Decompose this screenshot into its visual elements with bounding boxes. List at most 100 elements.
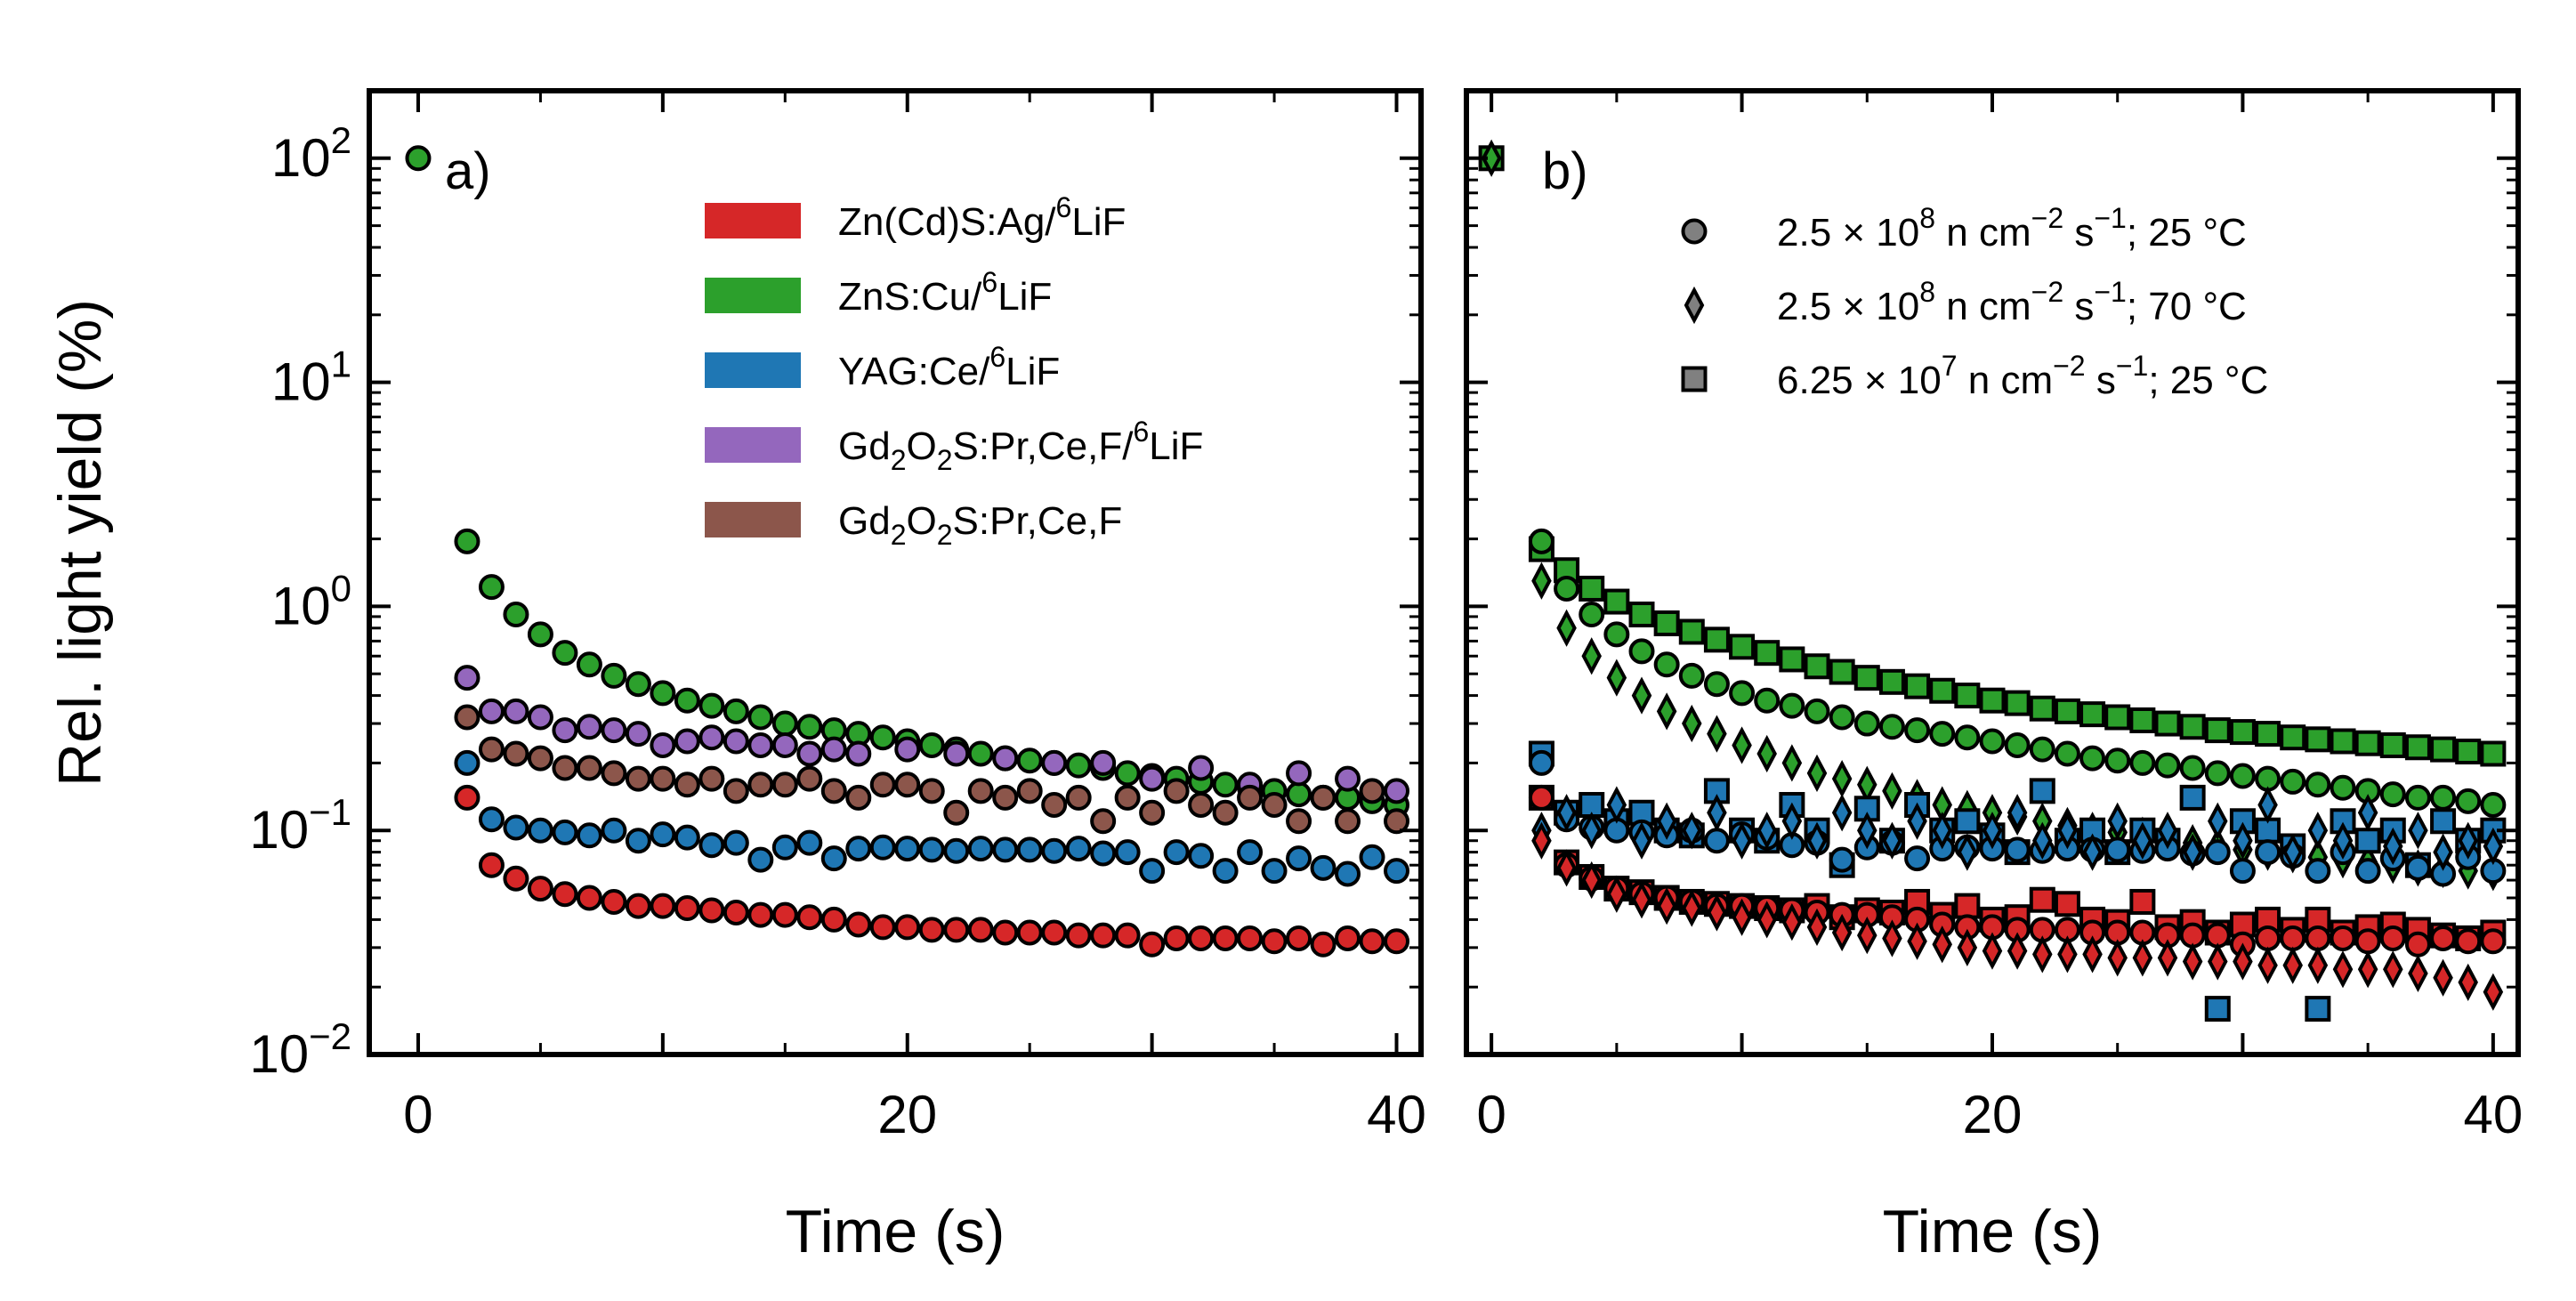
point-b-yag-ce-diamond (2032, 821, 2053, 860)
point-b-zns-cu-square (2430, 736, 2457, 763)
point-a-yag-ce-6lif (1163, 839, 1190, 866)
x-ticks-b (1490, 91, 2495, 1055)
point-a-zns-cu-6lif (747, 704, 774, 731)
point-a-gd2o2s-pr-ce-f (478, 736, 505, 763)
x-tick-label: 0 (403, 1085, 432, 1144)
point-a-zns-cu-6lif (967, 740, 994, 767)
point-a-zn-cd-s-ag-6lif (1212, 925, 1239, 951)
point-a-gd2o2s-pr-ce-f (845, 784, 872, 811)
point-b-zns-cu-diamond (1682, 704, 1702, 743)
point-b-zns-cu-square (1829, 659, 1855, 685)
point-b-zns-cu-circle (2455, 788, 2482, 814)
legend-b: 2.5 × 108 n cm−2 s−1; 25 °C 2.5 × 108 n c… (1681, 202, 2268, 402)
point-a-zn-cd-s-ag-6lif (820, 906, 847, 933)
point-b-yag-ce-diamond (2307, 812, 2329, 850)
point-a-yag-ce-6lif (650, 821, 676, 848)
point-b-yag-ce-diamond (2257, 786, 2278, 824)
point-b-zns-cu-square (2354, 730, 2381, 756)
point-a-gd2o2s-pr-ce-f-6lif (625, 721, 651, 747)
point-b-yag-ce-diamond (2057, 812, 2078, 850)
point-a-gd2o2s-pr-ce-f (1335, 808, 1361, 835)
point-b-zns-cu-square (1979, 687, 2006, 714)
x-tick-label: 0 (1476, 1085, 1506, 1144)
point-b-zn-cd-s-ag-square (1954, 893, 1981, 919)
point-a-zn-cd-s-ag-6lif (894, 914, 921, 941)
point-a-zn-cd-s-ag-6lif (1286, 925, 1312, 951)
point-b-yag-ce-diamond (2282, 833, 2303, 871)
point-b-zns-cu-diamond (1882, 772, 1902, 810)
point-b-zns-cu-circle (2004, 731, 2031, 758)
point-a-gd2o2s-pr-ce-f (1090, 808, 1117, 835)
point-b-zns-cu-square (2079, 701, 2106, 728)
point-b-yag-ce-diamond (2208, 802, 2228, 840)
point-b-yag-ce-square (2354, 828, 2381, 854)
point-a-zn-cd-s-ag-6lif (601, 888, 627, 915)
point-b-zns-cu-square (1954, 683, 1981, 709)
point-b-zn-cd-s-ag-diamond (1556, 849, 1577, 887)
point-a-yag-ce-6lif (552, 819, 578, 845)
point-b-zns-cu-circle (1853, 710, 1880, 737)
point-a-gd2o2s-pr-ce-f (1384, 808, 1410, 835)
point-b-yag-ce-circle (2354, 858, 2381, 885)
point-b-zns-cu-square (1703, 626, 1730, 653)
point-b-yag-ce-diamond (1631, 821, 1652, 860)
point-b-yag-ce-diamond (2233, 821, 2253, 860)
point-b-zn-cd-s-ag-circle (2404, 931, 2431, 958)
point-a-gd2o2s-pr-ce-f-6lif (771, 731, 798, 758)
point-b-yag-ce-diamond (2157, 812, 2178, 850)
point-b-zns-cu-diamond (1756, 734, 1777, 773)
point-a-zns-cu-6lif (576, 651, 602, 678)
point-a-gd2o2s-pr-ce-f-6lif (576, 714, 602, 740)
point-a-gd2o2s-pr-ce-f (771, 772, 798, 798)
legend-label: 2.5 × 108 n cm−2 s−1; 70 °C (1777, 276, 2247, 328)
point-a-zns-cu-6lif (1065, 752, 1092, 779)
point-b-zn-cd-s-ag-diamond (1707, 893, 1727, 932)
point-a-gd2o2s-pr-ce-f-6lif (1139, 765, 1166, 792)
point-a-yag-ce-6lif (943, 837, 970, 864)
point-a-gd2o2s-pr-ce-f-6lif (699, 724, 725, 751)
point-b-zn-cd-s-ag-diamond (1656, 886, 1677, 925)
x-tick-label: 40 (1367, 1085, 1426, 1144)
panel-label-b: b) (1542, 142, 1588, 200)
point-b-zns-cu-square (1678, 618, 1705, 645)
point-a-zn-cd-s-ag-6lif (503, 865, 529, 892)
point-b-yag-ce-circle (2229, 858, 2256, 885)
point-b-zns-cu-circle (1703, 671, 1730, 698)
point-a-gd2o2s-pr-ce-f (1286, 808, 1312, 835)
point-a-gd2o2s-pr-ce-f (1114, 784, 1141, 811)
point-a-zns-cu-6lif (552, 640, 578, 667)
point-b-zn-cd-s-ag-circle (2354, 928, 2381, 955)
point-b-zns-cu-circle (1829, 704, 1855, 731)
point-b-zns-cu-circle (1579, 602, 1605, 628)
point-b-zn-cd-s-ag-circle (2255, 925, 2281, 951)
point-b-zns-cu-square (2179, 714, 2206, 740)
point-a-zns-cu-6lif (1114, 760, 1141, 787)
point-a-zn-cd-s-ag-6lif (674, 895, 700, 922)
point-b-zn-cd-s-ag-diamond (2307, 946, 2329, 984)
y-ticks-b (1466, 156, 2518, 1056)
point-a-gd2o2s-pr-ce-f (796, 765, 823, 792)
point-a-zn-cd-s-ag-6lif (1139, 931, 1166, 958)
point-b-zn-cd-s-ag-circle (1528, 784, 1554, 811)
point-a-gd2o2s-pr-ce-f (1139, 799, 1166, 826)
point-a-yag-ce-6lif (1188, 843, 1215, 869)
point-b-zns-cu-circle (2430, 784, 2457, 811)
point-b-zns-cu-square (2104, 704, 2131, 731)
point-a-yag-ce-6lif (478, 806, 505, 833)
point-b-zns-cu-circle (2054, 740, 2080, 767)
legend-label: ZnS:Cu/6LiF (838, 266, 1052, 319)
point-a-zns-cu-6lif (674, 687, 700, 714)
x-axis-label-a: Time (s) (786, 1198, 1005, 1265)
point-a-gd2o2s-pr-ce-f-6lif (747, 731, 774, 758)
point-b-zns-cu-circle (2104, 747, 2131, 774)
point-a-yag-ce-6lif (576, 822, 602, 849)
x-ticks-a (416, 91, 1399, 1055)
point-b-yag-ce-diamond (1707, 794, 1727, 832)
point-b-zns-cu-square (1653, 610, 1680, 636)
point-a-zn-cd-s-ag-6lif (650, 893, 676, 919)
point-a-gd2o2s-pr-ce-f (601, 760, 627, 787)
point-a-zns-cu-6lif (918, 731, 945, 758)
point-a-gd2o2s-pr-ce-f (967, 778, 994, 804)
point-b-zn-cd-s-ag-square (2054, 891, 2080, 917)
point-a-zn-cd-s-ag-6lif (943, 917, 970, 943)
